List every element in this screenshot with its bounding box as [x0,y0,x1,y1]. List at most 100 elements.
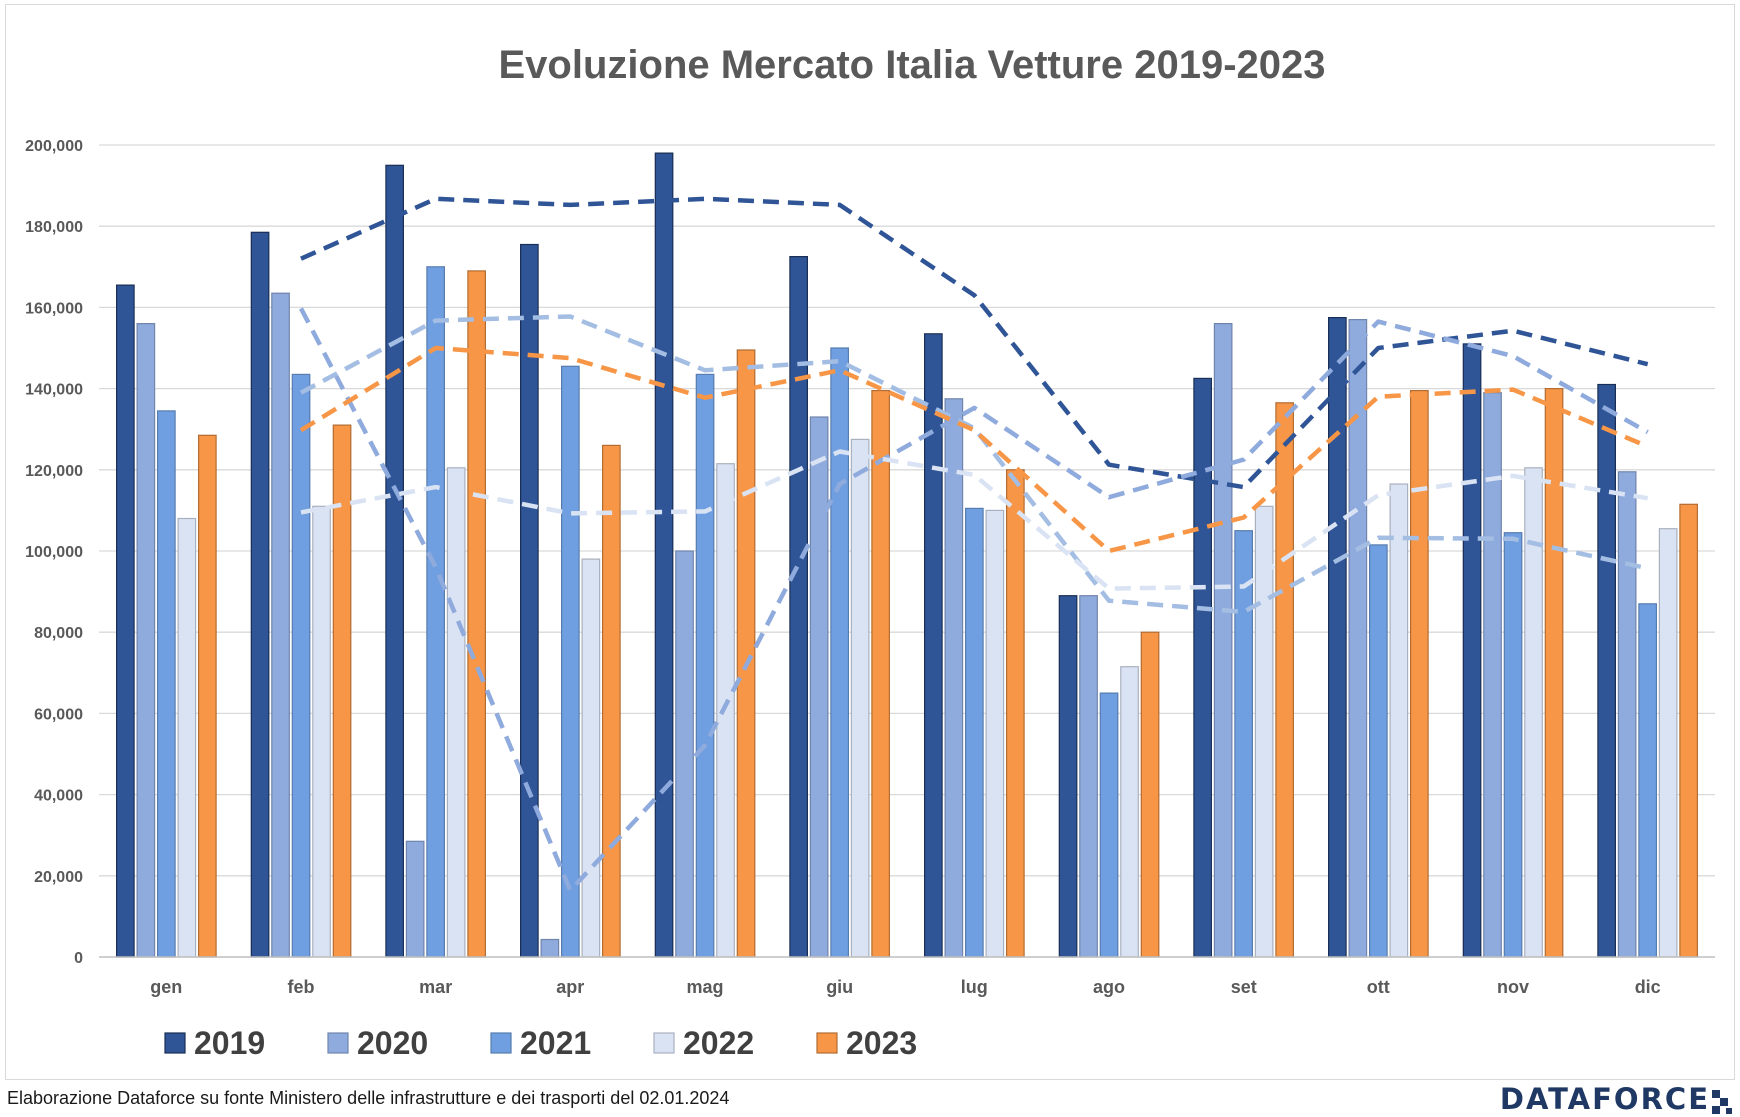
bar-2023-ott [1409,390,1429,958]
bar-2021-feb [291,373,311,958]
bar-2019-apr [519,243,539,958]
bar-2023-mar [467,270,486,958]
y-tick-label: 140,000 [25,382,83,399]
y-tick-label: 120,000 [25,463,83,480]
x-tick-label: apr [556,977,584,997]
x-tick-label: giu [826,977,853,997]
trend-line-2020 [299,307,1649,893]
bar-2023-lug [1005,469,1025,958]
y-tick-label: 180,000 [25,219,83,236]
bar-2023-dic [1679,503,1699,958]
bar-2023-ago [1140,631,1160,958]
y-tick-label: 200,000 [25,138,83,155]
legend-swatch-2022 [653,1032,675,1054]
bar-2019-dic [1597,383,1617,958]
bar-2023-gen [198,434,217,958]
bar-2023-nov [1544,388,1564,958]
x-tick-label: feb [288,977,315,997]
y-tick-label: 160,000 [25,300,83,317]
bar-2021-ago [1099,692,1119,958]
bar-2022-giu [850,438,870,958]
x-tick-label: mag [686,977,723,997]
bars [115,152,1699,958]
y-tick-label: 80,000 [34,625,83,642]
chart-title: Evoluzione Mercato Italia Vetture 2019-2… [498,43,1325,87]
trend-line-2022 [300,449,1649,591]
y-tick-label: 100,000 [25,544,83,561]
bar-2021-mag [695,373,715,958]
x-tick-label: ott [1367,977,1390,997]
bar-2020-lug [944,398,964,958]
bar-2021-apr [560,365,580,958]
bar-2019-ago [1058,595,1078,958]
bar-2019-feb [250,231,270,958]
bar-2022-ott [1389,483,1409,958]
grid-lines [99,144,1715,877]
legend-label-2019: 2019 [194,1025,265,1061]
bar-2021-mar [426,266,445,958]
bar-2019-lug [923,333,943,958]
x-axis-tick-labels: gen feb mar apr mag giu lug ago set ott nov dic [150,977,1660,997]
bar-2021-dic [1638,603,1658,958]
legend-swatch-2020 [327,1032,349,1054]
bar-2023-giu [871,390,891,958]
bar-2023-mag [736,349,756,958]
bar-2022-apr [581,558,601,958]
bar-2022-ago [1120,666,1139,958]
bar-2022-lug [985,509,1005,958]
bar-2020-ago [1079,595,1098,958]
bar-2022-dic [1658,528,1678,958]
bar-2021-gen [157,410,176,958]
bar-2020-set [1213,323,1233,958]
bar-2021-ott [1368,544,1388,958]
x-tick-label: mar [419,977,452,997]
legend-swatch-2019 [164,1032,186,1054]
y-axis-tick-labels: 0 20,000 40,000 60,000 80,000 100,000 120,000 1… [25,138,83,967]
bar-2020-feb [271,292,290,958]
bar-2019-set [1193,377,1213,958]
trend-line-2019 [300,196,1649,490]
bar-2022-mag [716,463,735,958]
bar-2020-dic [1617,471,1637,958]
bar-2021-giu [830,347,850,958]
moving-average-lines [299,196,1649,893]
legend: 2019 2020 2021 2022 2023 [164,1025,917,1061]
bar-2020-mag [675,550,694,958]
bar-2019-mag [654,152,674,958]
x-tick-label: lug [961,977,988,997]
bar-2020-mar [405,840,425,958]
bar-2021-set [1234,530,1254,958]
y-tick-label: 60,000 [34,706,83,723]
bar-2021-lug [964,507,984,958]
bar-2021-nov [1503,532,1523,958]
bar-2019-ott [1327,317,1347,958]
logo-text: DATAFORCE [1499,1082,1710,1116]
x-tick-label: ago [1093,977,1125,997]
bar-2019-gen [115,284,135,958]
bar-2019-nov [1462,343,1482,958]
bar-2020-giu [809,416,829,958]
legend-label-2023: 2023 [846,1025,917,1061]
legend-label-2021: 2021 [520,1025,591,1061]
legend-label-2022: 2022 [683,1025,754,1061]
bar-2022-feb [312,505,331,958]
bar-2020-gen [136,323,156,958]
legend-label-2020: 2020 [357,1025,428,1061]
bar-2022-gen [177,517,197,958]
x-tick-label: dic [1635,977,1661,997]
x-tick-label: set [1231,977,1257,997]
bar-2019-mar [385,164,404,958]
trend-line-2023 [299,345,1649,554]
y-tick-label: 0 [74,950,83,967]
bar-2022-mar [446,467,466,958]
legend-swatch-2021 [490,1032,512,1054]
logo-squares-icon [1704,1082,1734,1116]
bar-2020-apr [540,938,560,958]
x-tick-label: gen [150,977,182,997]
x-tick-label: nov [1497,977,1529,997]
bar-2023-apr [601,444,621,958]
source-note: Elaborazione Dataforce su fonte Minister… [7,1088,730,1108]
dataforce-logo: DATAFORCE [1500,1080,1734,1116]
y-tick-label: 20,000 [34,869,83,886]
